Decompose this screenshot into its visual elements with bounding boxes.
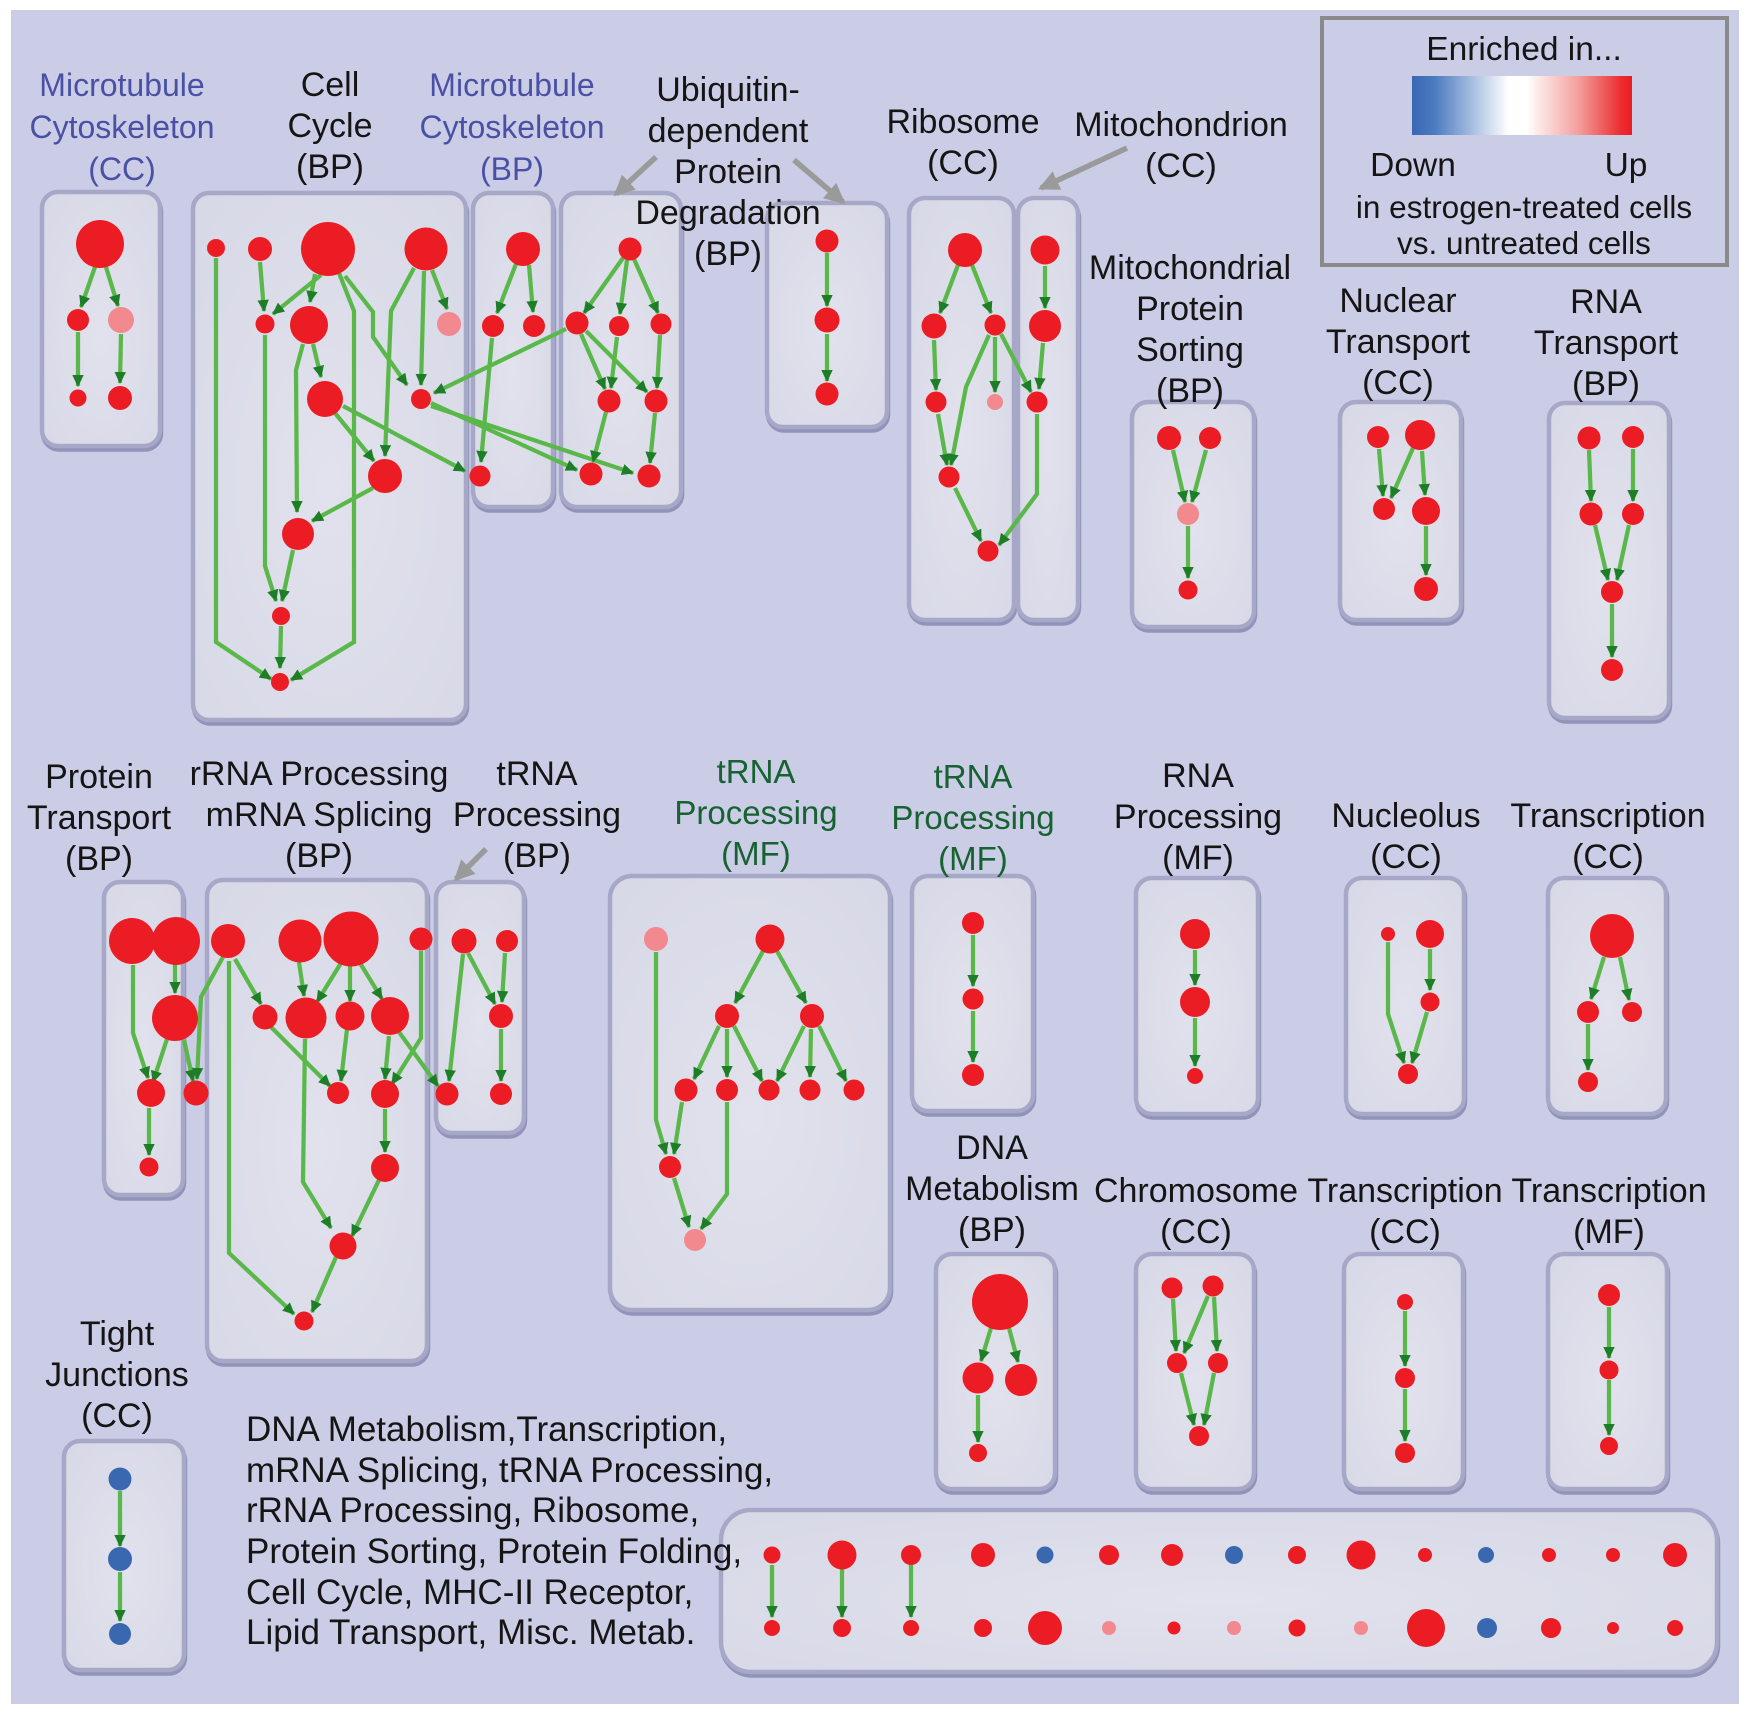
svg-text:(BP): (BP) — [503, 837, 571, 875]
svg-text:(MF): (MF) — [938, 840, 1008, 877]
svg-text:(CC): (CC) — [1362, 364, 1434, 402]
svg-text:Transport: Transport — [27, 799, 172, 837]
svg-text:Transcription: Transcription — [1511, 1172, 1706, 1210]
svg-text:Up: Up — [1605, 147, 1648, 184]
svg-text:(BP): (BP) — [65, 840, 133, 878]
svg-text:Protein Sorting, Protein Foldi: Protein Sorting, Protein Folding, — [246, 1532, 742, 1571]
svg-text:Nucleolus: Nucleolus — [1331, 797, 1480, 835]
svg-text:(CC): (CC) — [927, 144, 999, 182]
svg-text:Down: Down — [1370, 147, 1456, 184]
svg-text:(BP): (BP) — [1572, 365, 1640, 403]
svg-text:Cell: Cell — [301, 66, 360, 104]
svg-text:mRNA Splicing, tRNA Processing: mRNA Splicing, tRNA Processing, — [246, 1451, 773, 1490]
svg-text:dependent: dependent — [648, 112, 809, 150]
svg-text:Processing: Processing — [453, 796, 621, 834]
svg-text:Tight: Tight — [80, 1315, 155, 1353]
svg-text:(CC): (CC) — [81, 1397, 153, 1435]
svg-text:Nuclear: Nuclear — [1339, 282, 1456, 320]
svg-text:(CC): (CC) — [88, 151, 156, 187]
svg-text:tRNA: tRNA — [717, 753, 796, 790]
svg-text:Cycle: Cycle — [287, 107, 372, 145]
svg-text:Enriched in...: Enriched in... — [1426, 31, 1622, 68]
svg-text:Transport: Transport — [1326, 323, 1471, 361]
svg-text:tRNA: tRNA — [934, 758, 1013, 795]
svg-text:(BP): (BP) — [480, 151, 544, 187]
svg-text:Processing: Processing — [674, 794, 837, 831]
svg-text:RNA: RNA — [1162, 757, 1234, 795]
svg-text:DNA Metabolism,Transcription,: DNA Metabolism,Transcription, — [246, 1410, 727, 1449]
svg-text:mRNA Splicing: mRNA Splicing — [206, 796, 433, 834]
svg-text:Processing: Processing — [891, 799, 1054, 836]
svg-text:(CC): (CC) — [1370, 838, 1442, 876]
svg-text:(CC): (CC) — [1145, 147, 1217, 185]
svg-text:Ubiquitin-: Ubiquitin- — [656, 71, 800, 109]
svg-text:Ribosome: Ribosome — [886, 103, 1039, 141]
svg-text:(BP): (BP) — [694, 235, 762, 273]
svg-text:in estrogen-treated cells: in estrogen-treated cells — [1356, 189, 1692, 225]
svg-text:rRNA Processing: rRNA Processing — [190, 755, 449, 793]
svg-text:(MF): (MF) — [1573, 1213, 1645, 1251]
svg-text:(CC): (CC) — [1160, 1213, 1232, 1251]
svg-text:Cell Cycle, MHC-II Receptor,: Cell Cycle, MHC-II Receptor, — [246, 1573, 693, 1612]
svg-text:Junctions: Junctions — [45, 1356, 189, 1394]
svg-text:(BP): (BP) — [1156, 372, 1224, 410]
svg-text:(MF): (MF) — [721, 835, 791, 872]
svg-text:Cytoskeleton: Cytoskeleton — [30, 109, 215, 145]
svg-text:Transcription: Transcription — [1510, 797, 1705, 835]
svg-text:Protein: Protein — [674, 153, 782, 191]
svg-text:DNA: DNA — [956, 1129, 1028, 1167]
svg-text:Protein: Protein — [45, 758, 153, 796]
svg-text:Lipid Transport, Misc. Metab.: Lipid Transport, Misc. Metab. — [246, 1613, 695, 1652]
svg-text:(BP): (BP) — [958, 1211, 1026, 1249]
svg-text:(BP): (BP) — [296, 148, 364, 186]
svg-text:Cytoskeleton: Cytoskeleton — [420, 109, 605, 145]
svg-text:Microtubule: Microtubule — [39, 67, 204, 103]
svg-text:Metabolism: Metabolism — [905, 1170, 1079, 1208]
svg-text:Microtubule: Microtubule — [429, 67, 594, 103]
svg-text:RNA: RNA — [1570, 283, 1642, 321]
svg-text:vs. untreated cells: vs. untreated cells — [1397, 225, 1651, 261]
svg-text:(CC): (CC) — [1572, 838, 1644, 876]
svg-text:(CC): (CC) — [1369, 1213, 1441, 1251]
svg-text:Mitochondrion: Mitochondrion — [1074, 106, 1288, 144]
svg-text:Processing: Processing — [1114, 798, 1282, 836]
svg-text:Mitochondrial: Mitochondrial — [1089, 249, 1291, 287]
svg-text:(BP): (BP) — [285, 837, 353, 875]
svg-text:Chromosome: Chromosome — [1094, 1172, 1298, 1210]
svg-text:tRNA: tRNA — [496, 755, 578, 793]
svg-text:rRNA Processing, Ribosome,: rRNA Processing, Ribosome, — [246, 1491, 699, 1530]
svg-text:Transport: Transport — [1534, 324, 1679, 362]
svg-text:Protein: Protein — [1136, 290, 1244, 328]
svg-text:Transcription: Transcription — [1307, 1172, 1502, 1210]
svg-text:Degradation: Degradation — [635, 194, 820, 232]
svg-text:Sorting: Sorting — [1136, 331, 1244, 369]
svg-text:(MF): (MF) — [1162, 839, 1234, 877]
